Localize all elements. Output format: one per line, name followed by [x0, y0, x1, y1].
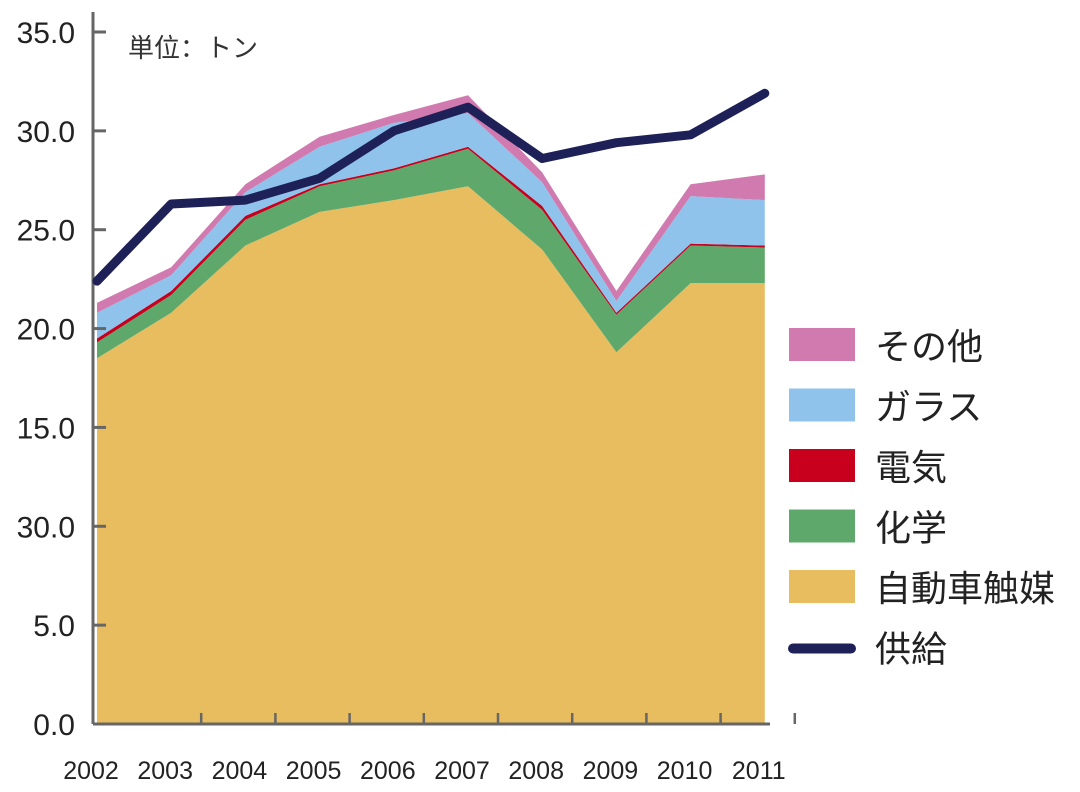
- area-series-1: [97, 186, 765, 724]
- legend-item: その他: [789, 326, 983, 367]
- x-tick-label: 2002: [63, 757, 119, 785]
- legend-swatch: [789, 570, 855, 603]
- legend-item: 自動車触媒: [789, 568, 1055, 609]
- legend-swatch: [789, 328, 855, 361]
- y-tick-label: 0.0: [33, 709, 75, 742]
- legend-label: 供給: [875, 629, 947, 670]
- x-tick-label: 2003: [137, 757, 193, 785]
- unit-label: 単位：トン: [128, 33, 258, 63]
- legend-label: 電気: [875, 447, 947, 488]
- y-tick-label: 30.0: [17, 116, 75, 149]
- x-tick-label: 2006: [360, 757, 416, 785]
- line-series-1: [92, 88, 770, 286]
- y-tick-label: 20.0: [17, 314, 75, 347]
- x-tick-label: 2010: [657, 757, 713, 785]
- ticks-layer: 0.0 5.0 30.0 15.0 20.0 25.0 30.0 35.0 2002 2003 20…: [17, 17, 797, 785]
- x-tick-label: 2009: [583, 757, 639, 785]
- legend-item: 供給: [788, 629, 947, 670]
- x-tick-label: 2004: [212, 757, 268, 785]
- areas-layer: [97, 95, 765, 724]
- y-tick-label: 35.0: [17, 17, 75, 50]
- legend-label: 自動車触媒: [875, 568, 1055, 609]
- x-tick-label: 2005: [286, 757, 342, 785]
- x-tick-label: 2011: [732, 757, 786, 785]
- legend-item: ガラス: [789, 387, 982, 428]
- y-tick-label: 30.0: [17, 511, 75, 544]
- legend-swatch: [789, 388, 855, 422]
- legend-item: 電気: [789, 447, 947, 488]
- legend-label: その他: [875, 326, 983, 367]
- legend-label: ガラス: [875, 387, 982, 428]
- x-tick-label: 2007: [434, 757, 490, 785]
- legend-item: 化学: [789, 508, 947, 549]
- legend-label: 化学: [875, 508, 947, 549]
- x-tick-label: 2008: [508, 757, 564, 785]
- area-series-2: [97, 148, 765, 359]
- y-tick-label: 5.0: [33, 610, 75, 643]
- y-tick-label: 15.0: [17, 412, 75, 445]
- line-layer: [92, 88, 770, 286]
- area-series-4: [97, 113, 765, 339]
- legend-swatch: [789, 509, 855, 543]
- legend-swatch: [789, 449, 855, 482]
- y-tick-label: 25.0: [17, 215, 75, 248]
